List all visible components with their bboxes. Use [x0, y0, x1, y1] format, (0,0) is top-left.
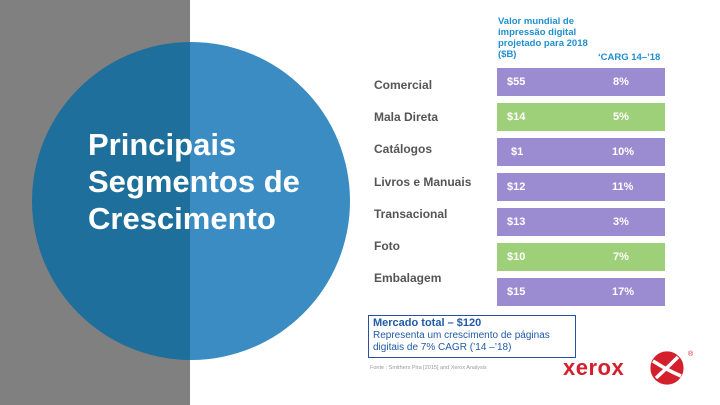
- xerox-logo-text: xerox: [563, 355, 625, 380]
- title-line: Segmentos de: [88, 164, 300, 199]
- segment-value: $13: [507, 216, 526, 228]
- header-line: impressão digital: [498, 27, 577, 38]
- circle-dark-half: [32, 42, 190, 360]
- header-line: ($B): [498, 49, 517, 60]
- segment-bar: $13 3%: [497, 208, 665, 236]
- segment-bar: $55 8%: [497, 68, 665, 96]
- segment-value: $15: [507, 286, 526, 298]
- segment-bar: $15 17%: [497, 278, 665, 306]
- segment-label: Embalagem: [374, 271, 442, 285]
- segment-label: Transacional: [374, 207, 448, 221]
- title-line: Principais: [88, 127, 237, 162]
- segment-bar: $10 7%: [497, 243, 665, 271]
- source-note: Fonte : Smithers Pira [2015] and Xerox A…: [370, 365, 487, 371]
- segment-label: Livros e Manuais: [374, 175, 472, 189]
- segment-label: Foto: [374, 239, 400, 253]
- segment-value: $55: [507, 76, 526, 88]
- segment-bar: $14 5%: [497, 103, 665, 131]
- header-line: Valor mundial de: [498, 16, 575, 27]
- total-market-text: digitais de 7% CAGR (’14 –’18): [373, 342, 512, 353]
- value-column-header: Valor mundial de impressão digital proje…: [498, 16, 608, 60]
- total-market-text: Representa um crescimento de páginas: [373, 330, 550, 341]
- segment-cagr: 3%: [613, 216, 629, 228]
- segment-value: $10: [507, 251, 526, 263]
- segment-cagr: 10%: [612, 146, 635, 158]
- xerox-logo-icon: [649, 350, 685, 386]
- segment-label: Catálogos: [374, 142, 433, 156]
- title-line: Crescimento: [88, 201, 276, 236]
- segment-cagr: 17%: [612, 286, 635, 298]
- segment-value: $1: [511, 146, 524, 158]
- segment-cagr: 7%: [613, 251, 629, 263]
- slide-title: Principais Segmentos de Crescimento: [88, 126, 338, 237]
- segment-value: $14: [507, 111, 526, 123]
- total-market-box: Mercado total – $120 Representa um cresc…: [368, 315, 576, 358]
- circle-light-half: [190, 42, 350, 360]
- segment-value: $12: [507, 181, 526, 193]
- segment-cagr: 11%: [612, 181, 634, 193]
- header-line: projetado para 2018: [498, 38, 588, 49]
- segment-label: Comercial: [374, 78, 433, 92]
- segment-bar: $1 10%: [497, 138, 665, 166]
- total-market-title: Mercado total – $120: [373, 317, 482, 329]
- segment-bar: $12 11%: [497, 173, 665, 201]
- segment-cagr: 8%: [613, 76, 629, 88]
- segment-label: Mala Direta: [374, 110, 439, 124]
- segment-cagr: 5%: [613, 111, 629, 123]
- cagr-column-header: ‘CARG 14–’18: [598, 52, 661, 63]
- registered-mark: ®: [688, 351, 694, 358]
- title-circle: [32, 42, 350, 360]
